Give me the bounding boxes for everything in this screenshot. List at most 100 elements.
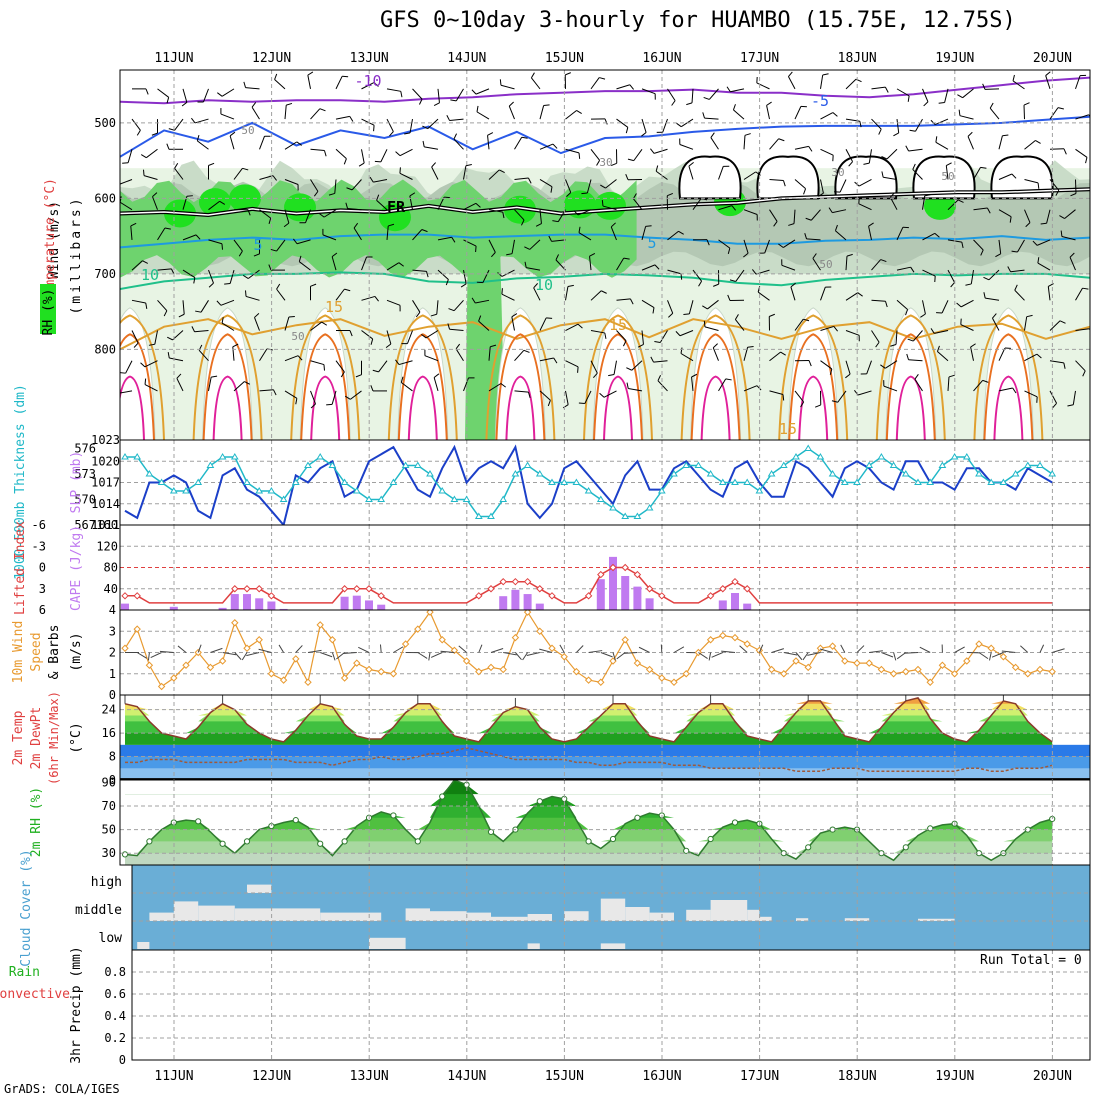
y-tick-label: 1014 bbox=[91, 497, 120, 511]
precip-frame bbox=[131, 949, 1091, 1061]
wind-barb-flag bbox=[487, 132, 494, 136]
thickness-point bbox=[987, 478, 996, 485]
contour-label: 10 bbox=[141, 266, 159, 284]
wind-barb-flag bbox=[1069, 252, 1075, 258]
surface-wind-barb bbox=[807, 652, 821, 656]
wind-barb bbox=[632, 198, 643, 211]
wind-barb-flag bbox=[907, 95, 910, 102]
y-tick-label: 2 bbox=[109, 646, 116, 660]
rh-point bbox=[390, 812, 397, 819]
wind-barb bbox=[657, 380, 668, 392]
rh-point bbox=[195, 818, 202, 825]
bottom-date-label: 13JUN bbox=[350, 1069, 389, 1084]
wind-barb bbox=[539, 143, 554, 150]
y-tick-label: 24 bbox=[102, 703, 116, 717]
wind-barb-flag bbox=[400, 376, 404, 383]
wind-barb bbox=[845, 292, 859, 301]
hot-contour-loop bbox=[895, 375, 926, 440]
wind-barb bbox=[584, 390, 592, 404]
wind-barb-flag bbox=[238, 250, 243, 257]
wind-barb bbox=[539, 357, 554, 362]
surface-wind-barb bbox=[783, 652, 798, 656]
top-date-axis: 11JUN 12JUN 13JUN 14JUN 15JUN 16JUN 17JUN 18JUN… bbox=[154, 51, 1072, 66]
surface-wind-barb bbox=[430, 652, 443, 658]
wind-barb bbox=[475, 299, 490, 304]
wind-barb-flag bbox=[500, 383, 506, 388]
wind-barb bbox=[871, 118, 882, 130]
wind-barb bbox=[463, 239, 477, 247]
thickness-point bbox=[596, 495, 605, 502]
wind-barb bbox=[845, 78, 857, 90]
wind-barb-flag bbox=[431, 162, 437, 168]
wind-barb-flag bbox=[983, 276, 990, 281]
wind-barb bbox=[692, 198, 702, 210]
contour-label: 5 bbox=[647, 234, 656, 252]
warm-contour-loop bbox=[788, 333, 839, 440]
wind-barb bbox=[1047, 286, 1051, 301]
wind-barb-flag bbox=[422, 140, 425, 147]
wind-barb bbox=[967, 136, 974, 150]
lifted-index-point bbox=[499, 577, 507, 586]
bottom-date-label: 20JUN bbox=[1033, 1069, 1072, 1084]
surface-wind-barb bbox=[1039, 644, 1045, 653]
cape-y-axis: -6 -3 0 3 6 160 120 80 40 bbox=[32, 518, 118, 617]
wind-speed-point bbox=[719, 631, 727, 640]
wind-barb bbox=[973, 167, 981, 180]
wind-barb-flag bbox=[152, 192, 158, 197]
wind-barb-flag bbox=[445, 279, 449, 286]
wind-barb bbox=[820, 74, 824, 89]
wind-barb bbox=[350, 390, 362, 400]
wind-barb bbox=[806, 238, 821, 241]
wind-barb-flag bbox=[818, 192, 824, 197]
surface-wind-barb bbox=[576, 645, 584, 653]
wind-barb bbox=[835, 230, 847, 241]
thickness-point bbox=[828, 470, 837, 477]
rh-area-band bbox=[125, 780, 1053, 795]
thickness-point bbox=[426, 470, 434, 477]
wind-barb bbox=[743, 347, 749, 361]
wind-barb-flag bbox=[178, 313, 185, 318]
wind-barb-flag bbox=[800, 401, 805, 408]
wind-barb bbox=[922, 232, 936, 241]
wind-barb-flag bbox=[145, 302, 148, 309]
wind-barb bbox=[182, 234, 197, 241]
rh-point bbox=[292, 817, 299, 824]
contour-label: 15 bbox=[609, 316, 627, 334]
thickness-y-axis: 576 573 570 567 1023 1020 1017 1014 1011 bbox=[74, 433, 120, 532]
temperature-axis-label: Temperature (°C) bbox=[43, 178, 58, 303]
wind-speed-point bbox=[475, 667, 483, 676]
wind-barb bbox=[667, 269, 682, 275]
lifted-index-point bbox=[658, 592, 666, 600]
thickness-point bbox=[230, 453, 239, 460]
wind-barb bbox=[194, 330, 209, 333]
wind-barb-flag bbox=[422, 125, 428, 130]
thickness-point bbox=[291, 478, 300, 485]
wind-axis-label: Wind (m/s) bbox=[47, 201, 62, 279]
y-tick-label: 1011 bbox=[91, 518, 120, 532]
thickness-point bbox=[340, 478, 349, 485]
thickness-point bbox=[352, 487, 361, 494]
y-tick-label: 1017 bbox=[91, 476, 120, 490]
wind-barb-flag bbox=[573, 210, 579, 216]
wind-barb-flag bbox=[1070, 193, 1077, 197]
wind-speed-point bbox=[377, 667, 385, 676]
wind-barb bbox=[922, 300, 926, 315]
contour-label: 50 bbox=[819, 258, 832, 271]
thickness-point bbox=[206, 461, 215, 468]
bottom-date-label: 16JUN bbox=[642, 1069, 681, 1084]
wind-barb-flag bbox=[703, 320, 706, 327]
wind-barb bbox=[130, 225, 133, 240]
upper-air-grid bbox=[120, 70, 1090, 440]
wind-barb-flag bbox=[965, 283, 972, 286]
wind-barb-flag bbox=[268, 217, 272, 225]
thickness-point bbox=[169, 487, 178, 494]
wind-barb bbox=[425, 330, 439, 339]
wind-speed-point bbox=[462, 657, 471, 665]
surface-wind-barb bbox=[673, 646, 685, 653]
wind-barb-flag bbox=[907, 338, 914, 342]
top-date-label: 14JUN bbox=[447, 51, 486, 66]
wind-barb bbox=[539, 390, 551, 401]
wind-barb-flag bbox=[859, 121, 862, 128]
wind-barb bbox=[305, 209, 311, 223]
wind-barb bbox=[182, 300, 185, 315]
